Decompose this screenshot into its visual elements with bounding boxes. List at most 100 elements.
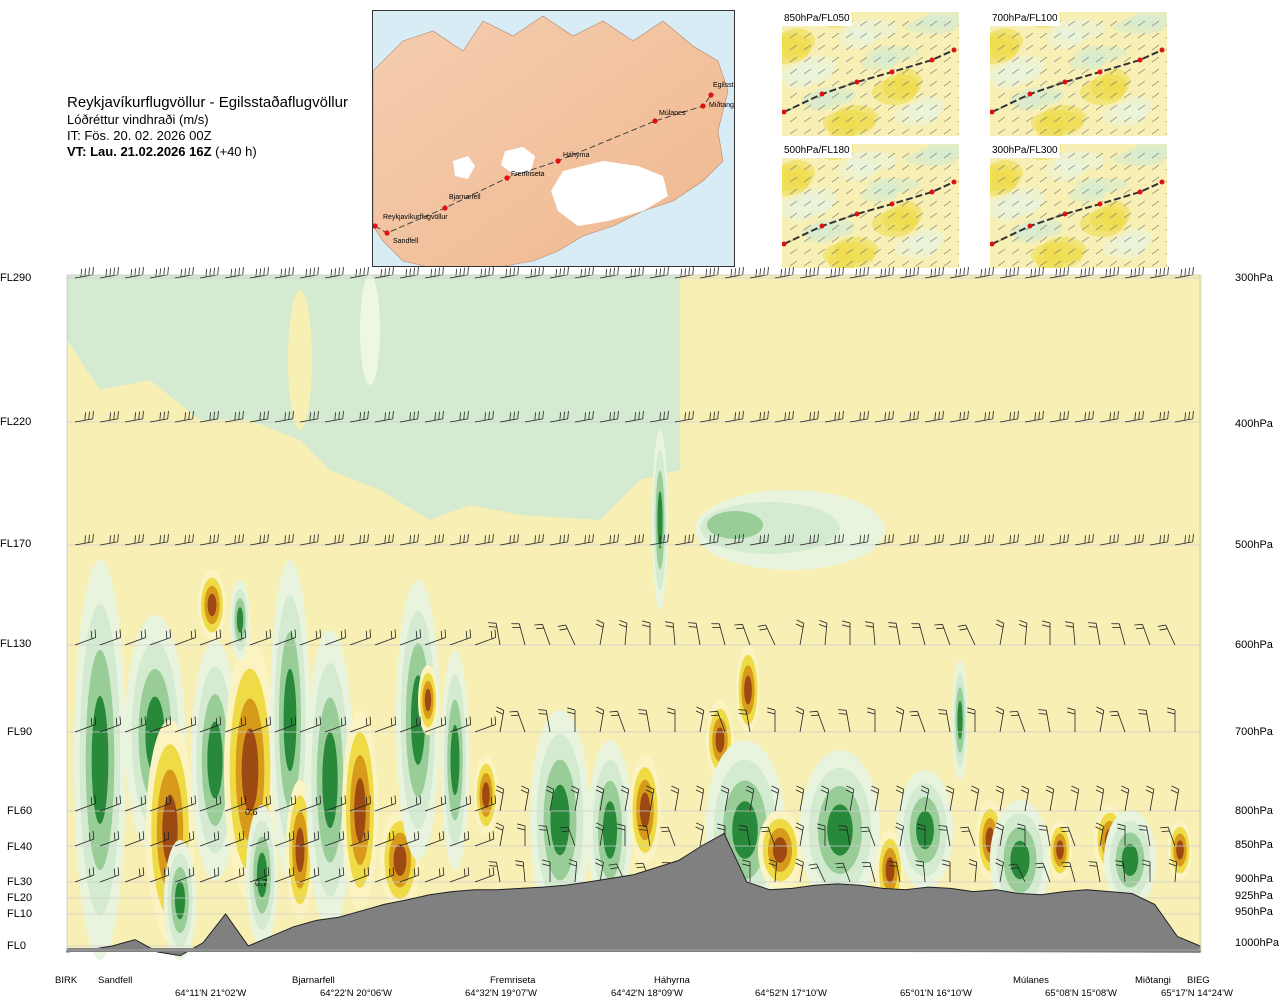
level-map-barb	[817, 68, 826, 75]
level-map-barb	[1025, 68, 1034, 75]
wind-barb	[888, 861, 901, 883]
level-map-field	[806, 229, 834, 243]
level-map-barb	[929, 68, 938, 75]
waypoint-label: Fremriseta	[511, 171, 545, 178]
updraft-cell	[715, 727, 725, 753]
level-map-barb	[789, 56, 798, 63]
wind-barb	[74, 867, 95, 883]
level-map-barb	[1081, 164, 1090, 171]
level-map-barb	[803, 260, 812, 267]
wind-barb	[1149, 533, 1169, 546]
level-map-barb	[1011, 32, 1020, 39]
wind-barb	[860, 826, 876, 847]
level-map-barb	[817, 188, 826, 195]
wind-barb	[799, 533, 819, 546]
level-map-barb	[859, 164, 868, 171]
level-map-barb	[859, 104, 868, 111]
level-map-barb	[859, 260, 868, 267]
coordinate-axis-label: 64°32'N 19°07'W	[465, 988, 537, 999]
level-map-waypoint	[1137, 57, 1143, 63]
level-map-svg	[782, 12, 959, 136]
wind-barb	[399, 629, 422, 646]
level-map-barb	[929, 212, 938, 219]
waypoint-label: Múlanes	[659, 110, 686, 117]
level-map-barb	[859, 56, 868, 63]
wind-barb	[1020, 785, 1030, 812]
wind-barb	[861, 862, 876, 883]
level-map-barb	[887, 104, 896, 111]
level-map-barb	[915, 188, 924, 195]
level-map-barb	[901, 56, 910, 63]
wind-barb	[349, 533, 369, 546]
wind-barb	[374, 795, 397, 812]
wind-barb	[970, 785, 980, 812]
pressure-level-label: 600hPa	[1235, 639, 1273, 651]
level-map-barb	[1109, 20, 1118, 27]
level-map-barb	[997, 92, 1006, 99]
wind-barb	[224, 795, 247, 812]
level-map-field	[1014, 229, 1042, 243]
updraft-cell	[1176, 840, 1184, 860]
level-map-barb	[901, 188, 910, 195]
wind-barb	[1111, 623, 1126, 646]
waypoint-dot	[373, 223, 378, 229]
level-map-field	[1113, 152, 1165, 166]
level-map-barb	[929, 248, 938, 255]
downdraft-cell	[1010, 840, 1030, 880]
level-map-barb	[831, 44, 840, 51]
flight-level-label: FL10	[7, 908, 33, 920]
wind-barb	[449, 716, 472, 733]
updraft-cell	[354, 778, 366, 842]
level-map-field	[861, 56, 897, 70]
level-map-barb	[957, 168, 959, 171]
level-map-barb	[1123, 44, 1132, 51]
pressure-level-label: 500hPa	[1235, 539, 1273, 551]
level-map-barb	[1011, 68, 1020, 75]
level-map-barb	[915, 116, 924, 123]
level-map-barb	[901, 164, 910, 171]
wind-barb	[999, 410, 1019, 423]
level-map-barb	[1053, 56, 1062, 63]
level-map-barb	[859, 116, 868, 123]
level-map-barb	[817, 164, 826, 171]
level-map-barb	[901, 80, 910, 87]
level-map-waypoint	[1062, 211, 1068, 217]
level-map-barb	[831, 80, 840, 87]
level-map-barb	[873, 56, 882, 63]
level-map-barb	[1123, 104, 1132, 111]
level-map-barb	[1067, 260, 1076, 267]
level-map-barb	[915, 212, 924, 219]
wind-barb	[324, 795, 347, 812]
level-map-barb	[1151, 32, 1160, 39]
wind-barb	[620, 785, 630, 812]
level-map-barb	[887, 164, 896, 171]
level-map-barb	[1039, 176, 1048, 183]
level-map-barb	[1151, 176, 1160, 183]
level-map-barb	[1081, 176, 1090, 183]
wind-barb	[549, 533, 569, 546]
wind-barb	[817, 823, 826, 846]
wind-barb	[874, 410, 894, 423]
waypoint-label: Sandfell	[393, 238, 419, 245]
wind-barb	[734, 623, 751, 646]
level-map-barb	[1095, 236, 1104, 243]
level-map-barb	[1165, 60, 1167, 63]
wind-barb	[224, 410, 244, 423]
coordinate-axis-label: 65°08'N 15°08'W	[1045, 988, 1117, 999]
wind-barb	[174, 410, 194, 423]
level-map-field	[784, 202, 812, 222]
level-map-barb	[1067, 68, 1076, 75]
flight-level-label: FL220	[0, 416, 32, 428]
wind-barb	[374, 410, 394, 423]
level-map-field	[828, 247, 856, 268]
wind-barb	[1124, 266, 1144, 279]
level-map-barb	[845, 104, 854, 111]
level-map-barb	[1165, 216, 1167, 219]
level-map-barb	[873, 80, 882, 87]
level-map-field	[1080, 79, 1124, 105]
level-map-barb	[803, 56, 812, 63]
route-line	[374, 94, 712, 234]
wind-barb	[1168, 858, 1178, 883]
level-map-barb	[1011, 200, 1020, 207]
level-map-barb	[1165, 108, 1167, 111]
